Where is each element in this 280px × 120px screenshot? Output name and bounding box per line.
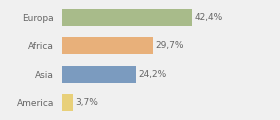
Bar	[62, 94, 73, 111]
Text: 24,2%: 24,2%	[139, 70, 167, 79]
Text: 42,4%: 42,4%	[195, 13, 223, 22]
Bar	[62, 9, 192, 26]
Bar	[62, 66, 136, 83]
Bar	[62, 37, 153, 54]
Text: 3,7%: 3,7%	[76, 98, 98, 107]
Text: 29,7%: 29,7%	[156, 41, 184, 50]
